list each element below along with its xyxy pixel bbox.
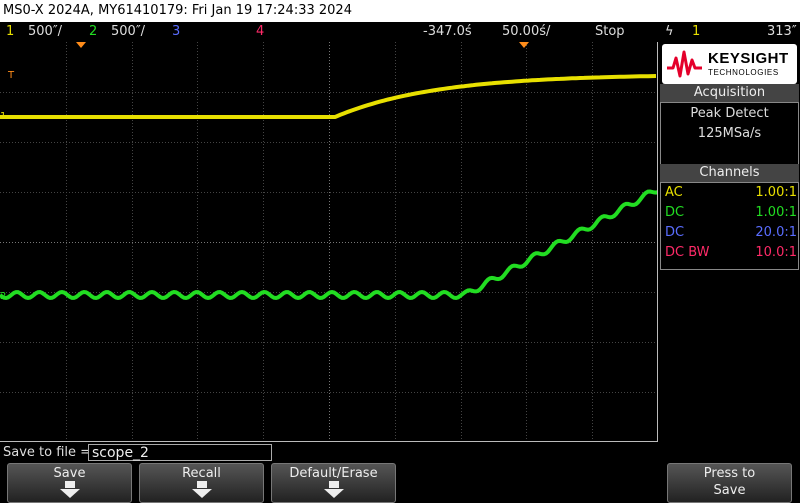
trigger-position-marker[interactable]	[76, 42, 86, 48]
ch1-probe: 1.00:1	[755, 185, 797, 200]
recall-softkey-label: Recall	[182, 466, 221, 481]
save-to-file-label: Save to file =	[3, 445, 92, 460]
channels-header: Channels	[660, 164, 799, 182]
ch2-number[interactable]: 2	[89, 24, 98, 39]
arrow-down-icon	[323, 481, 344, 498]
status-bar: 1 500″/ 2 500″/ 3 4 -347.0ś 50.00ś/ Stop…	[0, 22, 800, 42]
run-state[interactable]: Stop	[595, 24, 625, 39]
sample-rate: 125MSa/s	[697, 126, 762, 141]
ch4-number[interactable]: 4	[256, 24, 265, 39]
save-file-bar: Save to file = scope_2	[0, 443, 800, 463]
ch3-coupling: DC	[665, 225, 685, 240]
trigger-edge-icon: ϟ	[665, 24, 674, 39]
ch2-scale[interactable]: 500″/	[111, 24, 146, 39]
filename-input[interactable]: scope_2	[88, 444, 272, 461]
default-erase-softkey-label: Default/Erase	[289, 466, 378, 481]
ch1-ground-marker[interactable]: 1	[0, 111, 6, 122]
ch4-coupling: DC BW	[665, 245, 710, 260]
graticule	[0, 42, 657, 441]
trigger-level[interactable]: 313″	[767, 24, 797, 39]
ch2-ground-marker[interactable]: 2	[0, 291, 6, 302]
ch2-coupling: DC	[665, 205, 685, 220]
recall-softkey[interactable]: Recall	[139, 463, 264, 503]
ch3-number[interactable]: 3	[172, 24, 181, 39]
channels-panel[interactable]: AC 1.00:1 DC 1.00:1 DC 20.0:1 DC BW 10.0…	[660, 182, 799, 270]
logo-sub: TECHNOLOGIES	[708, 68, 779, 77]
trigger-level-marker[interactable]: T	[7, 70, 15, 81]
waveform-svg: T 1 2	[0, 42, 657, 441]
trigger-source[interactable]: 1	[692, 24, 701, 39]
acquisition-mode: Peak Detect	[690, 106, 769, 121]
ch1-coupling: AC	[665, 185, 683, 200]
ch4-probe: 10.0:1	[755, 245, 797, 260]
logo-brand: KEYSIGHT	[708, 50, 789, 67]
acquisition-header: Acquisition	[660, 84, 799, 102]
press-to-save-softkey[interactable]: Press to Save	[667, 463, 792, 503]
press-save-label: Save	[713, 483, 746, 498]
window-title: MS0-X 2024A, MY61410179: Fri Jan 19 17:2…	[0, 0, 800, 22]
time-offset[interactable]: -347.0ś	[423, 24, 472, 39]
keysight-logo: KEYSIGHT TECHNOLOGIES	[662, 44, 797, 84]
ch1-trace	[0, 74, 657, 119]
ch1-scale[interactable]: 500″/	[28, 24, 63, 39]
press-to-label: Press to	[703, 466, 756, 481]
arrow-down-icon	[191, 481, 212, 498]
time-scale[interactable]: 50.00ś/	[502, 24, 551, 39]
keysight-wave-icon	[667, 50, 702, 78]
side-panel: KEYSIGHT TECHNOLOGIES Acquisition Peak D…	[659, 42, 800, 442]
ch2-trace	[0, 189, 657, 301]
waveform-display[interactable]: T 1 2	[0, 42, 658, 442]
acquisition-panel[interactable]: Peak Detect 125MSa/s	[660, 102, 799, 166]
save-softkey-label: Save	[53, 466, 86, 481]
ch3-probe: 20.0:1	[755, 225, 797, 240]
arrow-down-icon	[59, 481, 80, 498]
ch2-probe: 1.00:1	[755, 205, 797, 220]
trigger-position-marker-2[interactable]	[519, 42, 529, 48]
ch1-number[interactable]: 1	[6, 24, 15, 39]
default-erase-softkey[interactable]: Default/Erase	[271, 463, 396, 503]
save-softkey[interactable]: Save	[7, 463, 132, 503]
